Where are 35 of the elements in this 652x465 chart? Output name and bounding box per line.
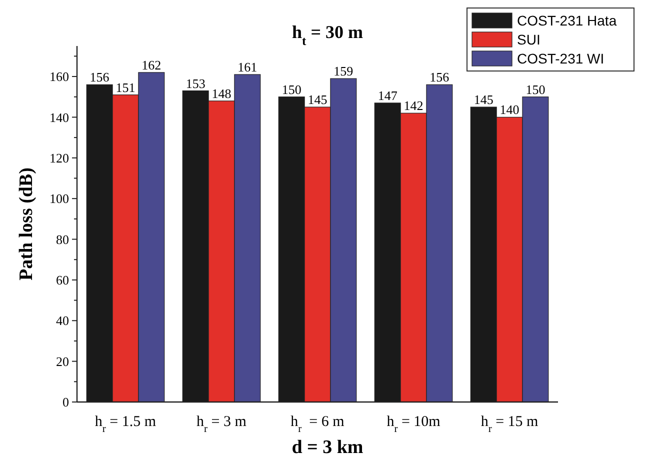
data-label: 140 — [500, 102, 520, 118]
y-tick-label: 120 — [50, 150, 69, 166]
data-label: 148 — [212, 86, 232, 101]
x-tick-label: h$_{r}$ = 6 m — [290, 414, 345, 434]
legend-label: COST-231 WI — [517, 50, 604, 66]
y-axis-title: Path loss (dB) — [16, 168, 37, 280]
x-tick-label: h$_{r}$ = 1.5 m — [94, 414, 156, 434]
data-label: 156 — [430, 70, 450, 85]
data-label: 147 — [378, 88, 398, 103]
y-tick-label: 160 — [50, 69, 69, 84]
data-label: 159 — [334, 64, 354, 79]
x-tick-label: h$_{r}$ = 10m — [386, 414, 441, 434]
data-label: 156 — [90, 70, 110, 85]
y-tick-label: 40 — [56, 313, 69, 328]
chart-title: h$_{t}$ = 30 m — [292, 22, 363, 48]
data-label: 153 — [186, 76, 206, 91]
y-tick-label: 20 — [56, 354, 69, 369]
legend-label: COST-231 Hata — [517, 12, 617, 28]
data-label: 150 — [282, 82, 302, 97]
legend-label: SUI — [517, 32, 540, 48]
y-tick-label: 80 — [56, 232, 69, 247]
x-axis-title: d = 3 km — [292, 437, 364, 458]
data-label: 145 — [474, 92, 494, 108]
data-label: 151 — [116, 80, 136, 95]
y-tick-label: 140 — [50, 110, 69, 125]
data-label: 142 — [404, 98, 424, 114]
y-tick-label: 100 — [50, 191, 69, 206]
x-tick-label: h$_{r}$ = 15 m — [480, 414, 539, 434]
y-tick-label: 60 — [56, 272, 69, 288]
data-label: 162 — [142, 57, 162, 72]
data-label: 145 — [308, 92, 328, 108]
y-tick-label: 0 — [62, 394, 69, 410]
data-label: 150 — [526, 82, 546, 97]
x-tick-label: h$_{r}$ = 3 m — [196, 414, 247, 434]
data-label: 161 — [238, 59, 258, 74]
